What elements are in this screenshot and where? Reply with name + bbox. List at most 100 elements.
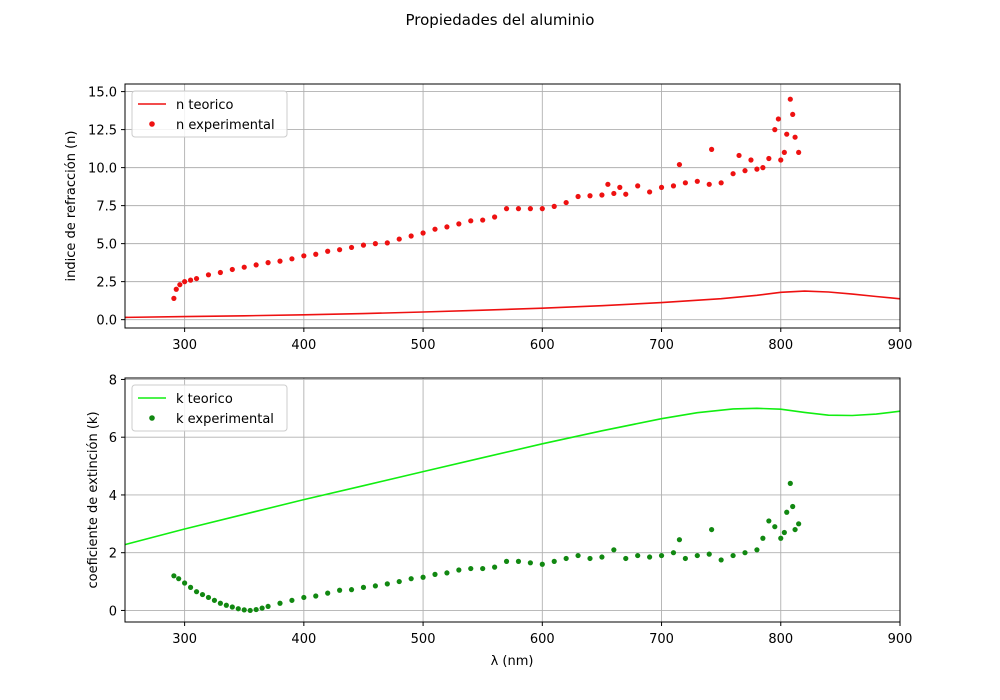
extinction-experimental-point [778,535,784,541]
extinction-x-tick-label: 400 [291,632,316,647]
refraction-experimental-point [647,189,653,195]
refraction-experimental-point [348,244,355,251]
refraction-y-tick-label: 12.5 [88,124,117,139]
refraction-legend-point-swatch [149,121,155,127]
refraction-x-tick-label: 500 [411,338,436,353]
refraction-experimental-point [670,183,677,189]
refraction-experimental-point [182,279,188,285]
refraction-experimental-point [277,258,283,264]
refraction-experimental-point [289,256,295,262]
refraction-x-tick-label: 600 [530,338,555,353]
refraction-axes: 300 400 500 600 700 800 900 0.0 2.5 5.0 7.5 10.0 12.… [64,83,912,353]
refraction-experimental-point [527,206,533,212]
extinction-experimental-point [754,547,760,553]
extinction-experimental-point [199,591,206,598]
extinction-experimental-point [456,567,462,573]
extinction-experimental-point [432,571,438,577]
refraction-experimental-point [575,193,581,200]
refraction-experimental-point [796,149,802,156]
extinction-experimental-point [563,555,569,562]
refraction-y-tick-label: 2.5 [96,276,117,291]
refraction-experimental-point [313,251,319,257]
refraction-experimental-point [173,286,179,292]
extinction-legend-label: k teorico [176,392,233,407]
extinction-legend-point-swatch [149,415,155,421]
extinction-experimental-point [313,593,319,599]
extinction-experimental-point [706,551,712,557]
refraction-y-tick-label: 5.0 [96,238,117,253]
extinction-experimental-point [187,584,194,590]
extinction-experimental-point [337,587,343,593]
refraction-experimental-point [781,149,787,156]
refraction-experimental-point [539,206,545,212]
extinction-experimental-point [772,524,778,530]
refraction-theory-line [124,290,901,319]
refraction-experimental-point [337,247,343,253]
refraction-experimental-point [360,242,367,248]
extinction-experimental-point [235,606,241,612]
refraction-experimental-point [772,127,778,133]
extinction-x-tick-label: 900 [888,632,913,647]
extinction-y-tick-label: 6 [109,431,117,446]
extinction-experimental-point [289,597,295,603]
refraction-experimental-point [706,181,712,187]
extinction-experimental-point [348,587,355,593]
extinction-experimental-point [259,605,265,611]
refraction-legend-label: n experimental [176,118,275,133]
extinction-experimental-point [599,554,605,560]
refraction-experimental-point [551,203,557,209]
refraction-experimental-point [372,241,378,247]
refraction-experimental-point [760,165,766,171]
refraction-experimental-point [599,192,605,198]
refraction-experimental-point [503,206,510,212]
extinction-experimental-point [796,521,802,527]
extinction-experimental-point [277,600,283,606]
extinction-experimental-point [265,603,271,610]
refraction-experimental-point [193,275,200,282]
extinction-experimental-point [676,537,683,543]
extinction-legend-label: k experimental [176,412,274,427]
extinction-experimental-point [515,558,522,564]
refraction-experimental-point [265,260,271,266]
refraction-ticks: 300 400 500 600 700 800 900 0.0 2.5 5.0 7.5 10.0 12.… [88,86,912,353]
refraction-experimental-point [676,161,683,168]
extinction-experimental-point [587,555,593,562]
refraction-experimental-point [718,180,724,186]
extinction-experimental-point [408,576,414,582]
extinction-experimental-point [790,503,796,510]
refraction-experimental-point [790,111,796,118]
extinction-x-tick-label: 700 [649,632,674,647]
extinction-experimental-point [575,552,581,559]
extinction-experimental-point [694,552,700,559]
extinction-experimental-point [784,509,790,515]
refraction-experimental-point [384,240,390,246]
extinction-experimental-point [781,529,787,536]
refraction-experimental-point [784,131,790,137]
refraction-experimental-point [694,178,700,184]
refraction-ylabel: indice de refracción (n) [64,131,79,282]
refraction-experimental-point [709,146,715,152]
refraction-experimental-point [748,157,754,163]
extinction-experimental-point [742,550,748,556]
refraction-y-tick-label: 7.5 [96,200,117,215]
extinction-experimental-point [527,560,533,566]
extinction-legend: k teorico k experimental [131,384,288,432]
extinction-experimental-point [760,535,766,541]
extinction-axes-frame [124,377,901,623]
extinction-experimental-point [623,555,629,562]
extinction-experimental-point [241,607,247,613]
extinction-experimental-point [682,555,688,562]
extinction-experimental-point [253,606,259,613]
extinction-y-tick-label: 8 [109,373,117,388]
extinction-x-tick-label: 300 [172,632,197,647]
refraction-y-tick-label: 10.0 [88,162,117,177]
extinction-experimental-point [217,600,223,606]
figure-title: Propiedades del aluminio [406,11,595,29]
refraction-experimental-point [775,116,781,122]
extinction-experimental-point [176,576,182,582]
refraction-legend: n teorico n experimental [131,90,288,138]
extinction-experimental-point [396,578,402,585]
refraction-experimental-point [736,152,742,159]
extinction-experimental-point [384,581,390,587]
